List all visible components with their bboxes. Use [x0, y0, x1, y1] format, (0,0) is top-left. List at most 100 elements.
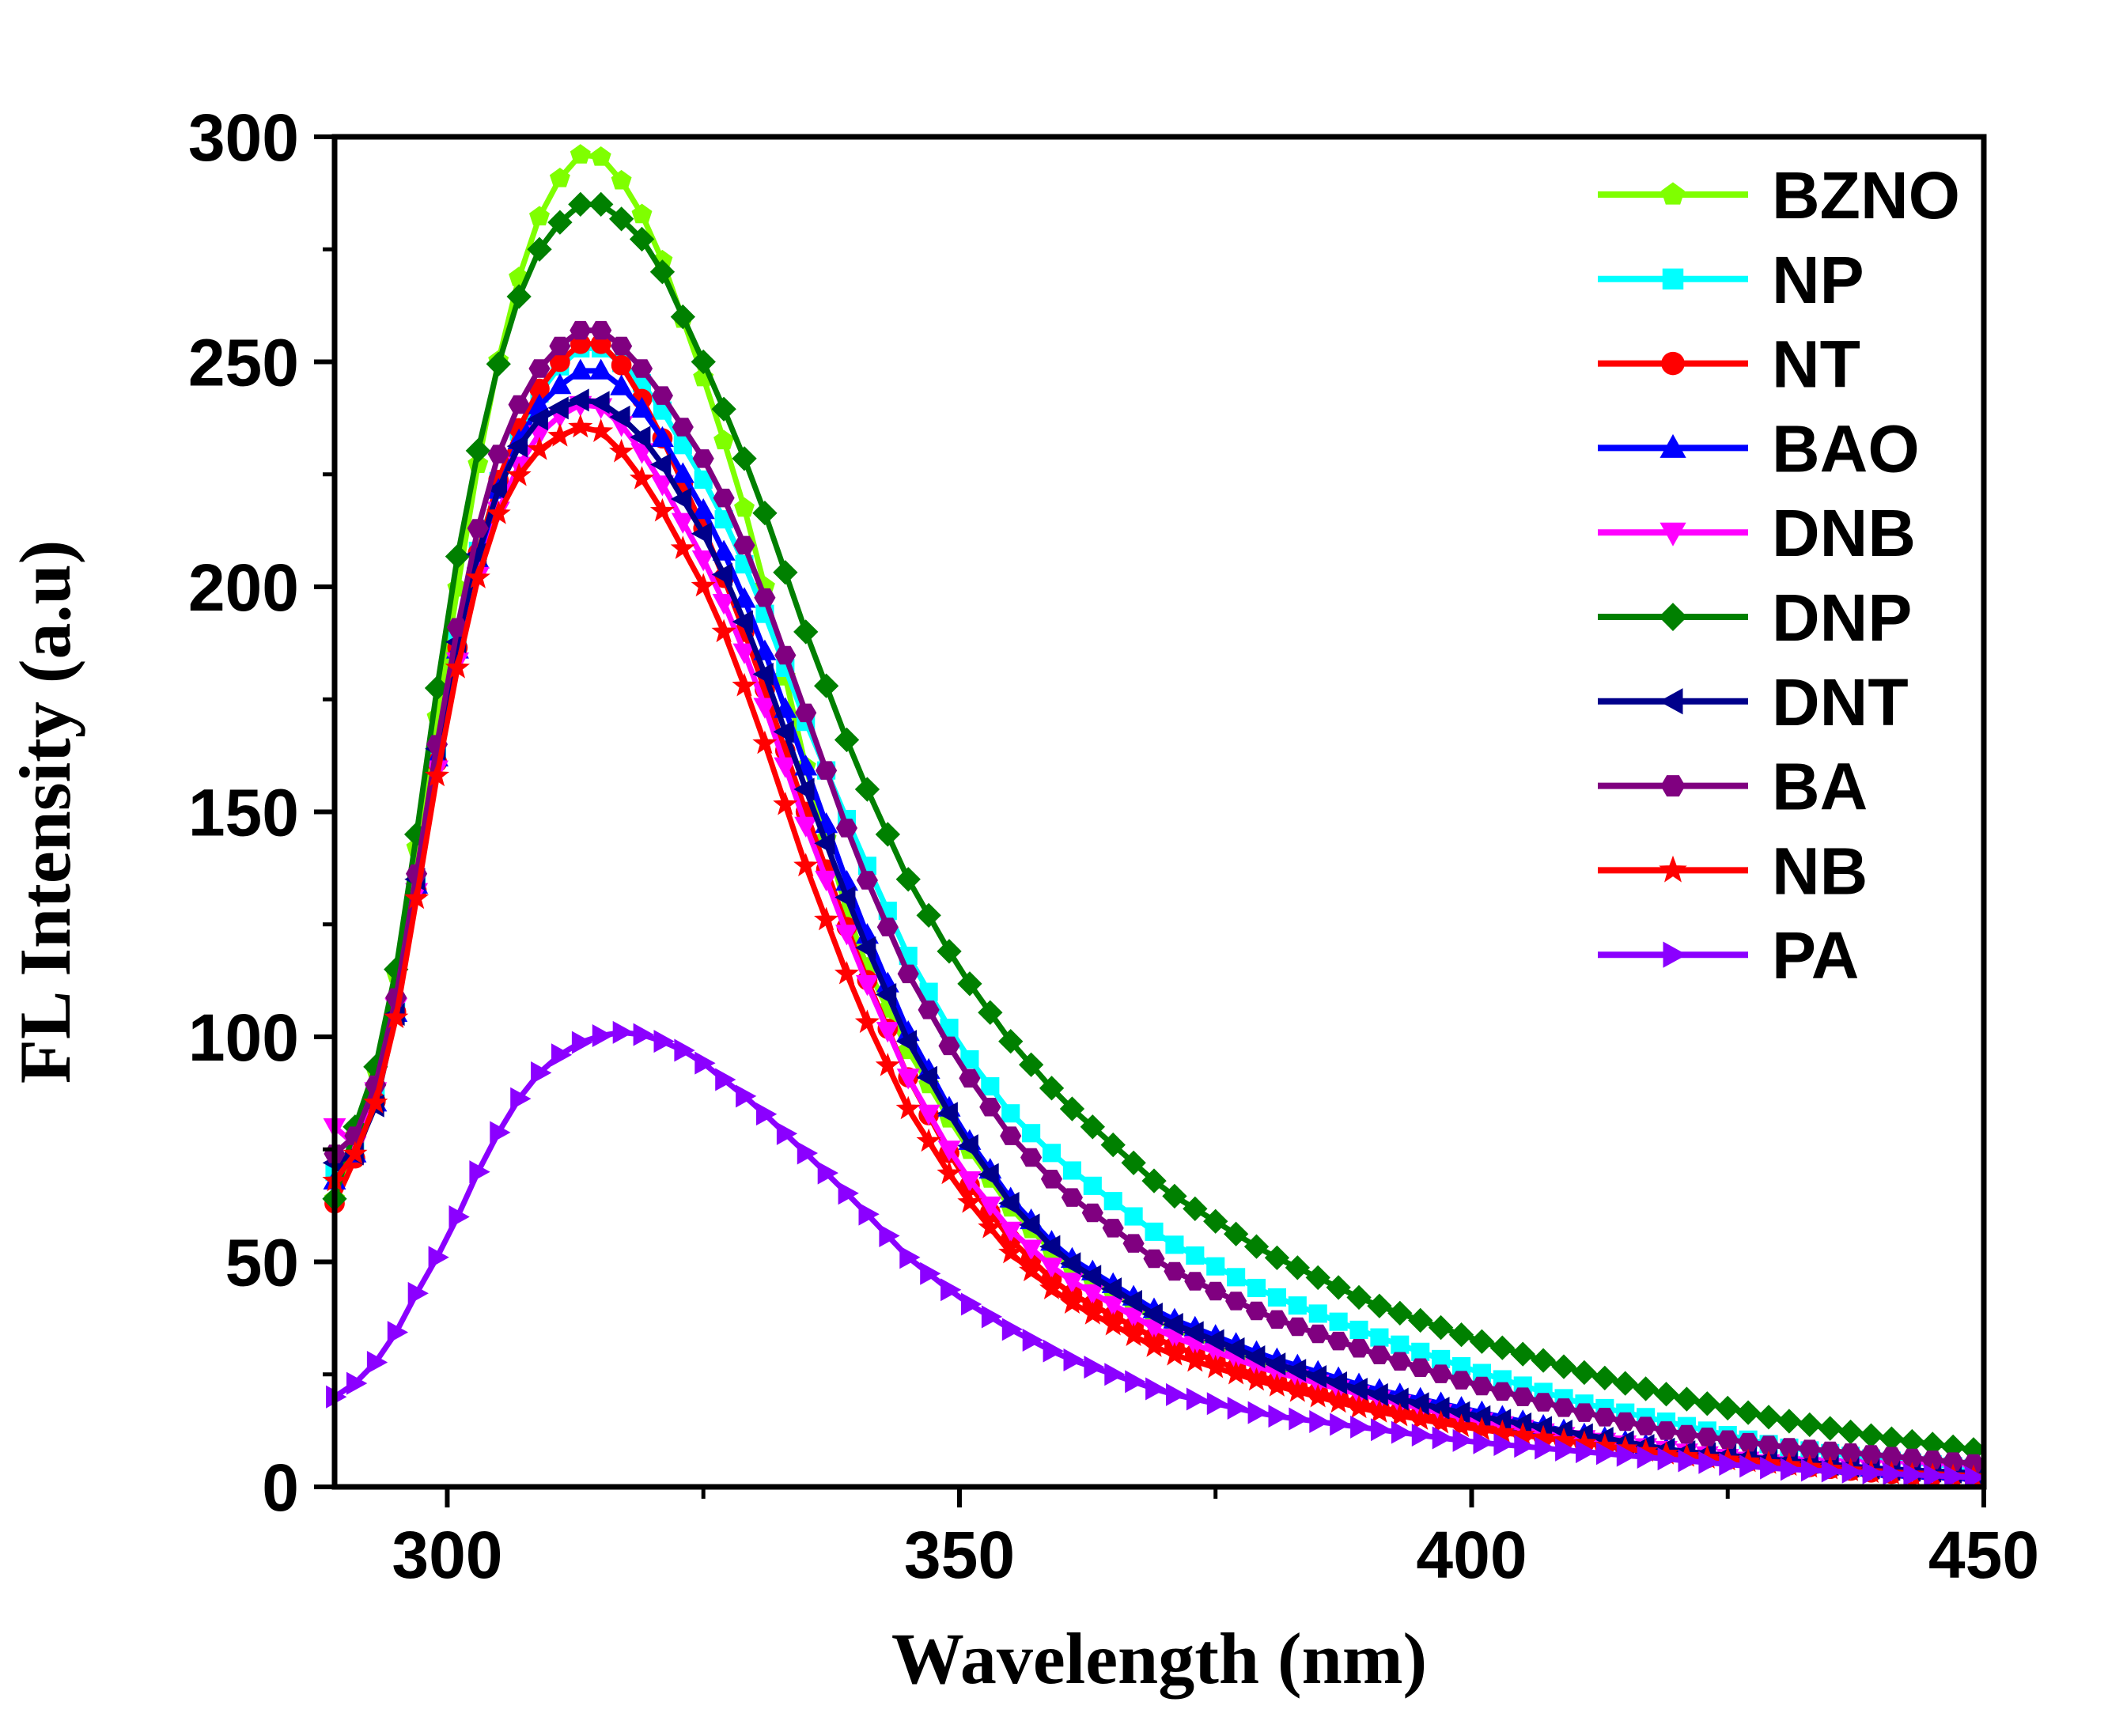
legend-marker: [1660, 433, 1686, 458]
legend-marker: [1659, 688, 1683, 715]
data-point: [1818, 1416, 1843, 1441]
data-point: [1613, 1371, 1638, 1396]
data-point: [486, 501, 511, 524]
data-point: [734, 497, 755, 517]
data-point: [424, 762, 450, 787]
data-point: [571, 1031, 593, 1054]
data-point: [957, 971, 982, 997]
data-point: [1493, 1433, 1515, 1457]
data-point: [1308, 1304, 1327, 1323]
series-ba: [324, 320, 1985, 1473]
data-point: [467, 519, 489, 538]
data-point: [978, 1196, 1002, 1218]
data-point: [1862, 1461, 1883, 1484]
data-point: [610, 374, 634, 395]
data-point: [1737, 1432, 1759, 1452]
data-point: [1102, 1219, 1124, 1238]
data-point: [1799, 1439, 1821, 1458]
data-point: [1777, 1409, 1802, 1434]
data-point: [630, 425, 651, 449]
data-point: [445, 543, 471, 569]
data-point: [547, 422, 573, 447]
data-point: [1039, 1276, 1065, 1299]
data-point: [895, 1030, 918, 1053]
data-point: [1080, 1265, 1102, 1288]
legend-label: BAO: [1772, 411, 1920, 486]
data-point: [959, 1068, 981, 1088]
data-point: [1346, 1394, 1372, 1419]
data-point: [979, 1098, 1001, 1117]
data-point: [856, 871, 878, 890]
data-point: [1224, 1337, 1245, 1360]
data-point: [1243, 1234, 1270, 1259]
data-point: [1227, 1268, 1246, 1287]
data-point: [1781, 1458, 1802, 1481]
data-point: [875, 822, 901, 847]
legend-label: NB: [1772, 834, 1868, 908]
data-point: [774, 645, 797, 665]
data-point: [815, 870, 838, 892]
legend-label: DNT: [1772, 665, 1909, 739]
data-point: [1166, 1382, 1187, 1406]
data-point: [895, 867, 921, 892]
data-point: [835, 925, 859, 946]
data-point: [1326, 1371, 1347, 1395]
data-point: [916, 1128, 941, 1152]
data-point: [1389, 1352, 1411, 1371]
data-point: [588, 418, 614, 442]
data-point: [1592, 1365, 1618, 1391]
data-point: [387, 1321, 409, 1345]
data-point: [670, 304, 696, 330]
data-point: [1756, 1405, 1781, 1430]
data-point: [793, 853, 819, 877]
data-point: [814, 831, 835, 855]
data-point: [1675, 1424, 1697, 1444]
legend-item-dnp: DNP: [1598, 581, 1912, 655]
data-point: [1350, 1415, 1372, 1439]
axis-ticks: [314, 134, 1986, 1507]
data-point: [1387, 1402, 1413, 1427]
legend-item-nt: NT: [1598, 327, 1860, 402]
data-point: [527, 236, 552, 262]
data-point: [998, 1192, 1020, 1216]
data-point: [1841, 1460, 1863, 1484]
data-point: [1391, 1335, 1410, 1354]
data-point: [1448, 1322, 1474, 1348]
data-point: [487, 444, 509, 463]
data-point: [1206, 1392, 1228, 1416]
data-point: [1452, 1428, 1474, 1452]
data-point: [694, 1051, 716, 1075]
data-point: [776, 1121, 798, 1145]
data-point: [1203, 1354, 1228, 1379]
data-point: [1039, 1235, 1061, 1258]
data-point: [1735, 1400, 1761, 1425]
data-point: [670, 535, 695, 559]
legend-item-pa: PA: [1598, 918, 1859, 993]
data-point: [855, 975, 879, 997]
legend-label: NP: [1772, 243, 1864, 317]
data-point: [1264, 1373, 1289, 1397]
data-point: [732, 446, 757, 471]
data-point: [834, 960, 860, 985]
data-point: [1227, 1396, 1248, 1420]
data-point: [1653, 1382, 1679, 1407]
data-point: [1141, 1303, 1163, 1326]
data-point: [1001, 1318, 1024, 1341]
data-point: [978, 1163, 999, 1186]
data-point: [1022, 1124, 1041, 1143]
data-point: [1305, 1383, 1330, 1408]
data-point: [1371, 1418, 1392, 1442]
data-point: [1367, 1293, 1392, 1318]
data-point: [1655, 1421, 1678, 1440]
legend-marker: [1660, 522, 1686, 547]
data-point: [1694, 1391, 1720, 1416]
data-point: [715, 1068, 736, 1091]
data-point: [1100, 1132, 1126, 1158]
data-point: [609, 438, 634, 463]
data-point: [366, 1351, 388, 1375]
data-point: [1678, 1449, 1699, 1473]
data-point: [445, 655, 470, 679]
data-point: [1042, 1144, 1062, 1163]
legend-marker: [1661, 351, 1685, 376]
data-point: [1104, 1363, 1126, 1386]
